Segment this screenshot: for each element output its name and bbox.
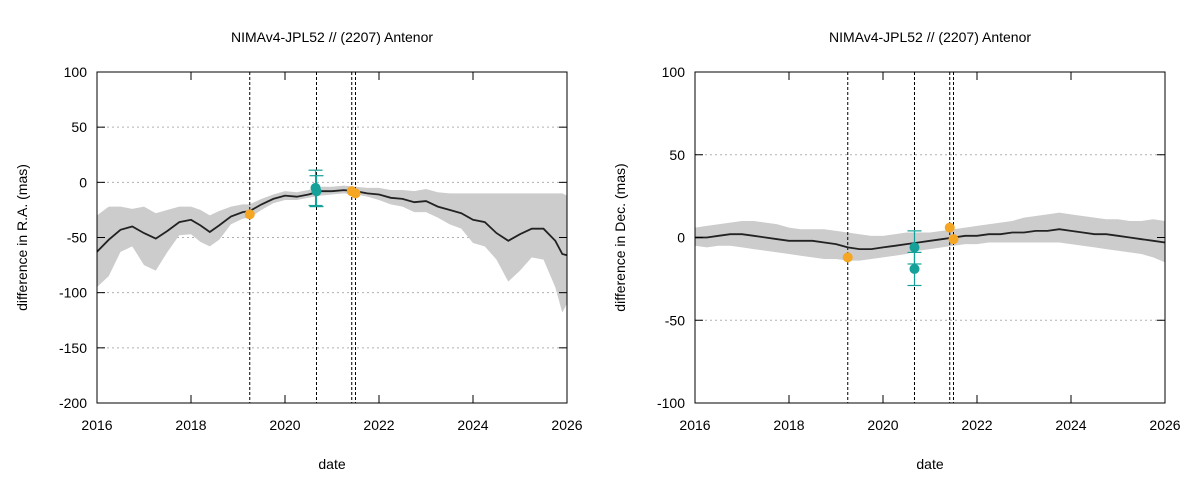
data-point (311, 186, 322, 197)
x-tick-label: 2026 (551, 417, 582, 433)
uncertainty-band (97, 185, 567, 313)
x-tick-label: 2020 (867, 417, 898, 433)
y-tick-label: 0 (79, 174, 87, 190)
chart-title: NIMAv4-JPL52 // (2207) Antenor (829, 29, 1031, 45)
chart-panel-1: NIMAv4-JPL52 // (2207) Antenor -200 -150 -1… (14, 29, 583, 472)
y-tick-label: -200 (59, 395, 87, 411)
y-tick-label: -100 (657, 395, 685, 411)
data-point (909, 242, 920, 253)
y-tick-label: 50 (71, 119, 87, 135)
data-point (842, 252, 853, 263)
y-tick-label: 100 (662, 64, 686, 80)
difference-curve (96, 189, 568, 257)
x-axis-label: date (318, 456, 345, 472)
y-tick-label: -50 (67, 230, 87, 246)
data-point (350, 188, 361, 199)
y-tick-label: 100 (64, 64, 88, 80)
x-axis-label: date (916, 456, 943, 472)
data-point (909, 263, 920, 274)
x-tick-label: 2026 (1149, 417, 1180, 433)
x-tick-label: 2022 (363, 417, 394, 433)
x-tick-label: 2020 (269, 417, 300, 433)
x-tick-label: 2024 (457, 417, 488, 433)
x-tick-label: 2016 (679, 417, 710, 433)
y-tick-label: -150 (59, 340, 87, 356)
x-tick-label: 2024 (1055, 417, 1086, 433)
y-tick-label: 0 (677, 230, 685, 246)
y-tick-label: -100 (59, 285, 87, 301)
y-axis-label: difference in R.A. (mas) (14, 164, 30, 311)
x-tick-label: 2018 (773, 417, 804, 433)
x-tick-label: 2022 (961, 417, 992, 433)
y-axis-label: difference in Dec. (mas) (612, 163, 628, 311)
data-point (948, 234, 959, 245)
uncertainty-band (695, 212, 1165, 263)
y-tick-label: -50 (665, 312, 685, 328)
x-tick-label: 2018 (175, 417, 206, 433)
chart-title: NIMAv4-JPL52 // (2207) Antenor (231, 29, 433, 45)
x-tick-label: 2016 (81, 417, 112, 433)
data-point (944, 222, 955, 233)
y-tick-label: 50 (669, 147, 685, 163)
data-point (244, 209, 255, 220)
chart-panel-2: NIMAv4-JPL52 // (2207) Antenor -100 -50 0 50… (612, 29, 1181, 472)
difference-curve (695, 228, 1166, 250)
